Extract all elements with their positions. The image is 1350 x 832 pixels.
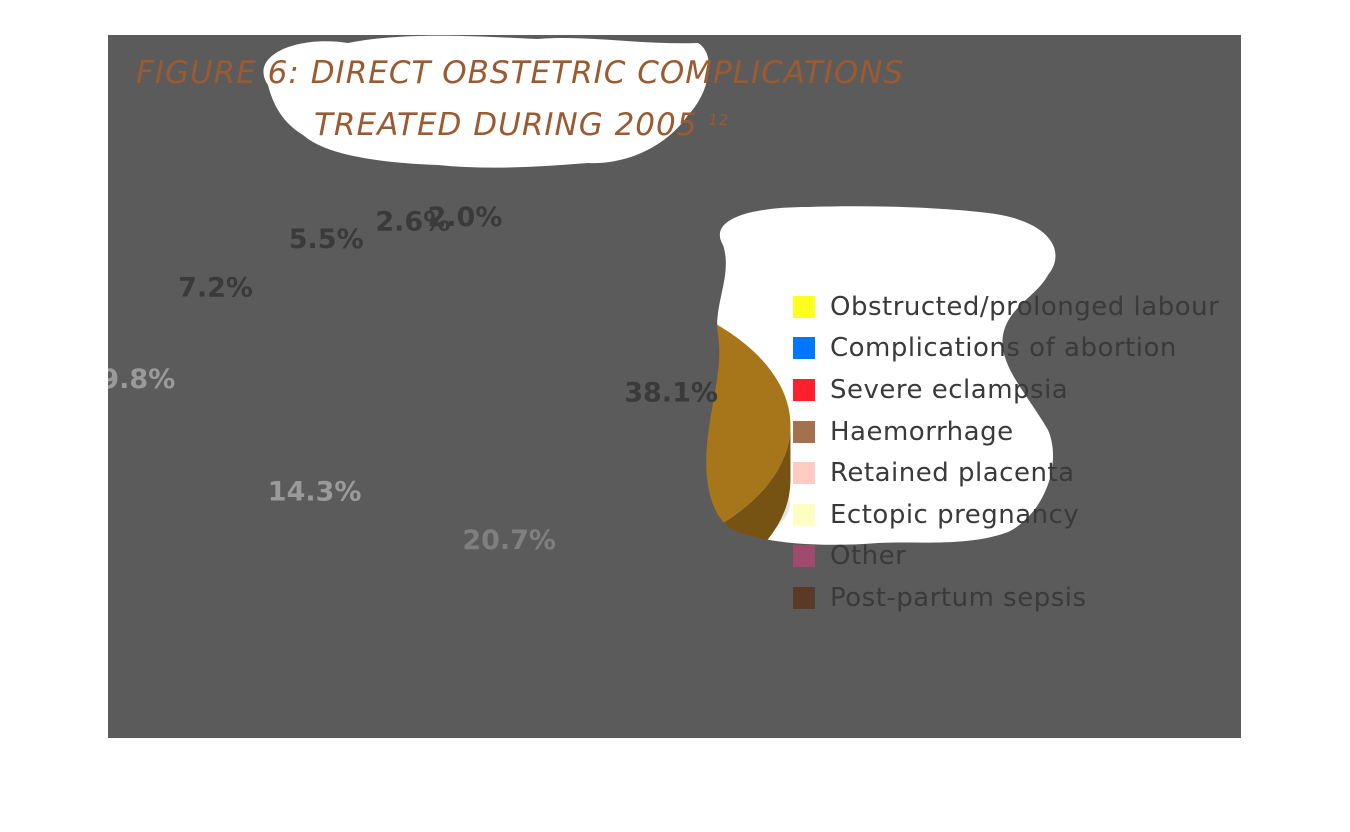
legend-label: Other [830,541,907,572]
legend-label: Severe eclampsia [830,374,1069,405]
pie-chart: 38.1% 20.7% 14.3% 9.8% 7.2% 5.5% 2.6%2.0% [108,35,1241,738]
legend-swatch [793,337,815,360]
legend-label: Haemorrhage [830,416,1014,447]
legend-swatch [793,378,815,401]
legend-swatch [793,462,815,485]
legend-swatch [793,295,815,318]
legend-item: Complications of abortion [793,328,1219,370]
legend-label: Ectopic pregnancy [830,499,1080,530]
data-label-1: 38.1% [624,377,718,408]
chart-title-footnote: 12 [708,111,730,129]
legend-label: Obstructed/prolonged labour [830,291,1220,322]
data-label-4: 9.8% [108,364,175,395]
data-label-2: 20.7% [462,525,556,556]
legend-label: Retained placenta [830,458,1075,489]
chart-title-text-1: FIGURE 6: DIRECT OBSTETRIC COMPLICATIONS [136,55,905,91]
legend-swatch [793,545,815,568]
label-layer: 38.1% 20.7% 14.3% 9.8% 7.2% 5.5% 2.6%2.0% [108,202,718,556]
legend-item: Haemorrhage [793,411,1219,453]
data-label-3: 14.3% [268,476,362,507]
legend-label: Post-partum sepsis [830,582,1087,613]
data-label-6: 5.5% [289,224,364,255]
legend-item: Severe eclampsia [793,369,1219,411]
data-label-7: 2.6% [375,207,450,238]
chart-panel: 38.1% 20.7% 14.3% 9.8% 7.2% 5.5% 2.6% 2.0% FIGU… [108,35,1241,738]
data-label-8: 2.0% [428,202,503,233]
legend-item: Ectopic pregnancy [793,494,1219,536]
chart-legend: Obstructed/prolonged labour Complications… [793,286,1219,619]
chart-title-text-2: TREATED DURING 2005 [314,107,698,143]
legend-item: Obstructed/prolonged labour [793,286,1219,328]
legend-swatch [793,586,815,609]
legend-item: Post-partum sepsis [793,577,1219,619]
chart-title-line-2: TREATED DURING 2005 12 [314,107,729,143]
legend-item: Retained placenta [793,452,1219,494]
chart-title-line-1: FIGURE 6: DIRECT OBSTETRIC COMPLICATIONS [136,55,904,91]
legend-swatch [793,503,815,526]
legend-label: Complications of abortion [830,333,1177,364]
data-label-5: 7.2% [178,272,253,303]
dim-overlay [108,35,1241,738]
legend-swatch [793,420,815,443]
legend-item: Other [793,536,1219,578]
